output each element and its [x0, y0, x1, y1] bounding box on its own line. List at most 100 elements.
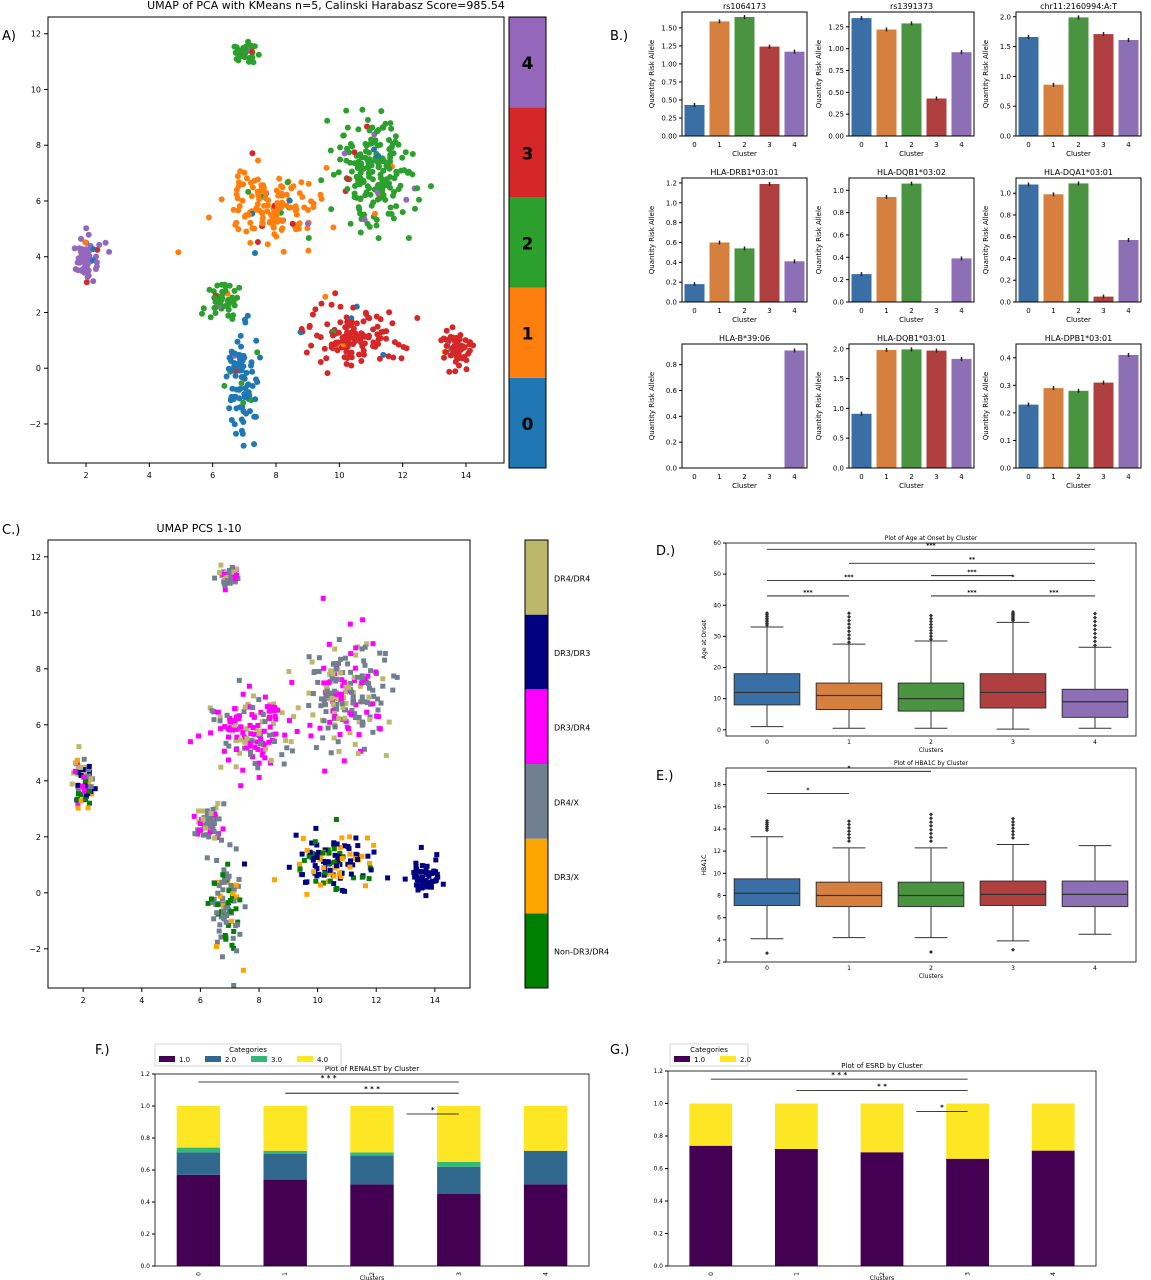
scatter-point	[327, 690, 333, 696]
y-tick-label: 0.6	[140, 1167, 150, 1174]
scatter-point	[231, 569, 237, 575]
scatter-point	[301, 857, 307, 863]
scatter-point	[362, 676, 368, 682]
panel-label-f: F.)	[95, 1043, 110, 1058]
chart-g-esrd-stacked: Plot of ESRD by Cluster 0 1 2 3 4 0.0 0.2 0.4 0.6…	[653, 1043, 1097, 1280]
scatter-point	[370, 343, 376, 350]
outlier	[1011, 832, 1015, 837]
scatter-point	[375, 235, 382, 242]
scatter-point	[229, 942, 235, 948]
scatter-point	[313, 825, 319, 831]
scatter-point	[88, 784, 94, 790]
x-tick-label: 0	[692, 473, 696, 481]
scatter-point	[456, 362, 462, 369]
x-tick-label: 4	[959, 473, 964, 481]
scatter-point	[273, 716, 279, 722]
scatter-point	[298, 326, 305, 332]
scatter-point	[342, 843, 348, 849]
scatter-point	[341, 679, 347, 685]
scatter-point	[80, 767, 86, 773]
scatter-point	[201, 822, 207, 828]
y-tick-label: 0.4	[1000, 255, 1012, 263]
scatter-point	[457, 332, 464, 338]
chart-title: Plot of RENALST by Cluster	[325, 1065, 419, 1073]
scatter-point	[234, 56, 241, 63]
subplot-title: HLA-DRB1*03:01	[710, 168, 778, 177]
scatter-point	[293, 211, 300, 218]
scatter-point	[218, 297, 225, 303]
scatter-point	[359, 694, 365, 700]
y-tick-label: 14	[713, 826, 721, 833]
scatter-point	[200, 305, 207, 312]
scatter-point	[293, 206, 300, 213]
scatter-point	[327, 147, 334, 154]
scatter-point	[328, 301, 335, 308]
scatter-point	[264, 241, 271, 248]
y-tick-label: 0.4	[653, 1198, 663, 1205]
scatter-point	[244, 736, 250, 742]
scatter-point	[364, 220, 371, 227]
scatter-point	[336, 637, 342, 642]
y-axis-label: Quantity Risk Allele	[982, 40, 990, 108]
bar	[709, 21, 730, 136]
scatter-point	[217, 922, 223, 928]
scatter-point	[207, 314, 214, 321]
scatter-point	[347, 834, 353, 840]
scatter-point	[320, 595, 326, 601]
scatter-point	[252, 396, 259, 403]
scatter-point	[278, 227, 285, 233]
scatter-point	[226, 757, 231, 763]
scatter-point	[218, 726, 224, 732]
scatter-point	[205, 214, 212, 221]
scatter-point	[353, 652, 359, 658]
scatter-point	[382, 196, 389, 203]
outlier	[929, 616, 933, 621]
scatter-point	[259, 752, 265, 758]
x-tick-label: 12	[398, 471, 408, 480]
scatter-point	[367, 685, 372, 691]
x-tick-label: 1	[884, 141, 888, 149]
scatter-point	[348, 669, 354, 675]
bar-subplot: HLA-DPB1*03:01 0 1 2 3 4 0.0 0.1 0.2 0.3 0.4 Cluste…	[982, 334, 1142, 490]
scatter-point	[337, 144, 344, 151]
scatter-point	[232, 579, 238, 585]
scatter-point	[330, 671, 336, 677]
scatter-point	[261, 728, 267, 734]
scatter-point	[434, 852, 440, 858]
outlier	[1011, 826, 1015, 831]
scatter-point	[234, 948, 240, 954]
scatter-point	[375, 336, 382, 343]
scatter-point	[222, 724, 228, 730]
scatter-point	[75, 769, 81, 775]
panel-label-b: B.)	[610, 29, 628, 44]
scatter-point	[81, 770, 87, 775]
scatter-point	[283, 191, 290, 198]
scatter-point	[314, 332, 320, 339]
y-tick-label: 0.2	[833, 276, 844, 284]
scatter-point	[326, 680, 332, 686]
y-tick-label: 1.0	[833, 187, 844, 195]
x-axis-label: Cluster	[732, 482, 757, 490]
scatter-point	[191, 813, 197, 819]
scatter-point	[365, 700, 371, 706]
scatter-point	[247, 239, 254, 246]
scatter-point	[318, 882, 323, 888]
scatter-point	[83, 279, 90, 286]
outlier	[929, 827, 933, 832]
y-tick-label: 0.4	[833, 254, 845, 262]
x-tick-label: 0	[1026, 141, 1030, 149]
y-tick-label: 0.6	[833, 231, 845, 239]
scatter-point	[242, 726, 248, 732]
scatter-point	[335, 854, 341, 859]
y-tick-label: 0.0	[140, 1263, 150, 1270]
scatter-point	[234, 734, 240, 740]
scatter-point	[432, 878, 438, 884]
scatter-point	[278, 204, 285, 211]
scatter-point	[96, 241, 103, 248]
scatter-point	[241, 54, 248, 61]
scatter-point	[249, 712, 255, 718]
scatter-point	[208, 730, 214, 736]
x-axis-label: Clusters	[919, 747, 943, 754]
scatter-point	[308, 733, 314, 739]
scatter-point	[211, 916, 217, 922]
